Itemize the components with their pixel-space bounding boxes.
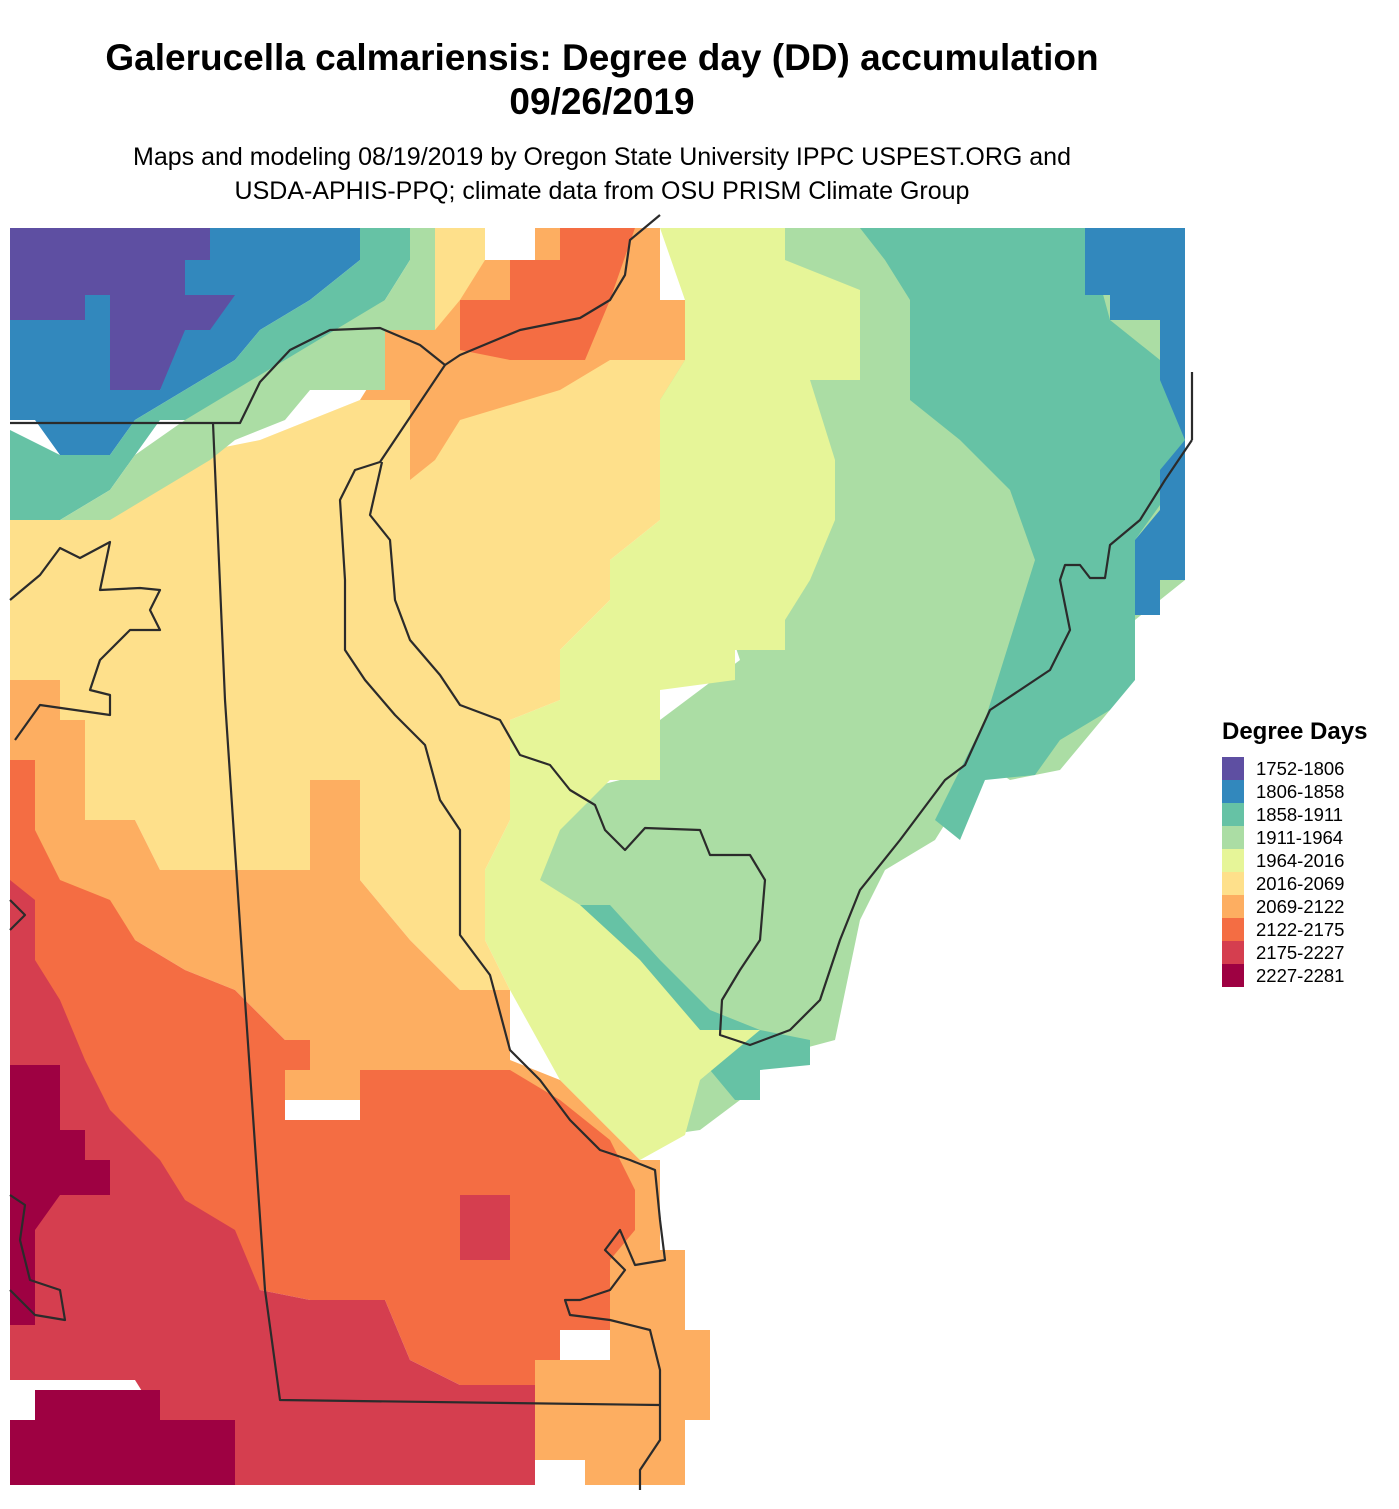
map-title-line-1: Galerucella calmariensis: Degree day (DD… bbox=[105, 37, 1099, 78]
map-subtitle: Maps and modeling 08/19/2019 by Oregon S… bbox=[0, 140, 1204, 208]
map-title: Galerucella calmariensis: Degree day (DD… bbox=[0, 36, 1204, 124]
legend-item: 1806-1858 bbox=[1222, 780, 1367, 803]
legend-label: 1911-1964 bbox=[1256, 826, 1344, 848]
legend-item: 1752-1806 bbox=[1222, 757, 1367, 780]
legend-swatch bbox=[1222, 895, 1244, 918]
map-subtitle-line-2: USDA-APHIS-PPQ; climate data from OSU PR… bbox=[234, 177, 970, 205]
zone-2122-2175-north bbox=[460, 228, 635, 360]
legend-item: 2175-2227 bbox=[1222, 941, 1367, 964]
zone-2227-2281-west bbox=[10, 1065, 110, 1325]
zone-2016-2069-west bbox=[10, 228, 685, 990]
west-island-1 bbox=[9, 899, 27, 931]
legend-item: 2069-2122 bbox=[1222, 895, 1367, 918]
river-or-coast-east bbox=[368, 439, 1193, 1047]
state-and-coast-boundaries bbox=[9, 214, 1194, 1490]
legend-swatch bbox=[1222, 780, 1244, 803]
west-inlet bbox=[9, 540, 162, 741]
zone-1964-2016-central bbox=[485, 228, 860, 1160]
legend-swatch bbox=[1222, 826, 1244, 849]
legend-title: Degree Days bbox=[1222, 718, 1368, 745]
zone-1806-1858-northeast bbox=[1085, 228, 1185, 615]
legend-swatch bbox=[1222, 964, 1244, 987]
zone-2175-2227-patch bbox=[460, 1195, 510, 1260]
zone-1858-1911-east bbox=[860, 228, 1185, 840]
legend-swatch bbox=[1222, 918, 1244, 941]
legend-item: 2227-2281 bbox=[1222, 964, 1367, 987]
legend-label: 2175-2227 bbox=[1256, 941, 1345, 963]
degree-day-zones bbox=[10, 228, 1185, 1485]
legend-label: 2069-2122 bbox=[1256, 895, 1345, 917]
legend-item: 1858-1911 bbox=[1222, 803, 1367, 826]
legend-swatch bbox=[1222, 849, 1244, 872]
legend: Degree Days 1752-1806 1806-1858 1858-191… bbox=[1222, 717, 1367, 987]
west-island-2 bbox=[9, 1194, 67, 1322]
legend-label: 1858-1911 bbox=[1256, 803, 1344, 825]
legend-item: 1964-2016 bbox=[1222, 849, 1367, 872]
legend-label: 1964-2016 bbox=[1256, 849, 1345, 871]
legend-label: 1806-1858 bbox=[1256, 780, 1345, 802]
legend-label: 2016-2069 bbox=[1256, 872, 1345, 894]
zone-1911-1964-northwest bbox=[60, 228, 435, 520]
river-or-coast-west bbox=[338, 364, 667, 1490]
zone-1858-1911-northwest bbox=[10, 228, 410, 520]
map-title-date: 09/26/2019 bbox=[509, 81, 695, 122]
zone-2227-2281-south bbox=[10, 1390, 235, 1485]
legend-label: 2227-2281 bbox=[1256, 964, 1345, 986]
legend-label: 2122-2175 bbox=[1256, 918, 1345, 940]
legend-swatch bbox=[1222, 872, 1244, 895]
legend-swatch bbox=[1222, 757, 1244, 780]
legend-items: 1752-1806 1806-1858 1858-1911 1911-1964 … bbox=[1222, 757, 1367, 987]
legend-item: 2016-2069 bbox=[1222, 872, 1367, 895]
legend-item: 1911-1964 bbox=[1222, 826, 1367, 849]
zone-1806-1858-northwest bbox=[10, 228, 360, 455]
interior-boundary bbox=[211, 422, 661, 1407]
map-subtitle-line-1: Maps and modeling 08/19/2019 by Oregon S… bbox=[133, 143, 1071, 171]
legend-swatch bbox=[1222, 941, 1244, 964]
legend-label: 1752-1806 bbox=[1256, 757, 1345, 779]
legend-item: 2122-2175 bbox=[1222, 918, 1367, 941]
zone-2175-2227-south bbox=[10, 880, 535, 1485]
legend-swatch bbox=[1222, 803, 1244, 826]
